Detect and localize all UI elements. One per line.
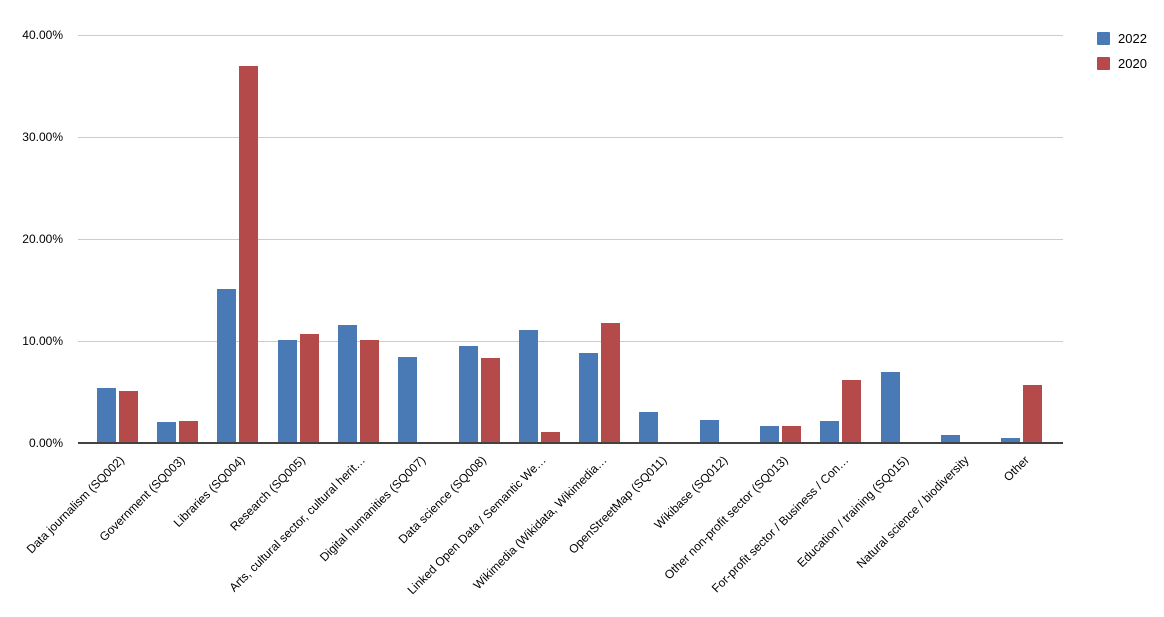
- bar-groups-row: Data journalism (SQ002) Government (SQ003…: [24, 35, 1052, 597]
- bar-2022[interactable]: [518, 329, 538, 443]
- bar-2022[interactable]: [1001, 437, 1021, 443]
- bar-pair: [820, 35, 862, 443]
- bar-2020[interactable]: [782, 425, 802, 443]
- y-tick-label: 10.00%: [22, 334, 63, 348]
- bar-2022[interactable]: [277, 339, 297, 443]
- bar-group: Linked Open Data / Semantic We…: [405, 35, 569, 597]
- y-tick-label: 40.00%: [22, 28, 63, 42]
- bar-group: Arts, cultural sector, cultural herit…: [227, 35, 388, 594]
- bar-pair: [880, 35, 922, 443]
- x-axis-label: Digital humanities (SQ007): [317, 453, 429, 565]
- bar-pair: [96, 35, 138, 443]
- y-tick-label: 30.00%: [22, 130, 63, 144]
- bar-pair: [398, 35, 439, 443]
- bar-pair: [458, 35, 500, 443]
- bar-2022[interactable]: [880, 371, 900, 443]
- bar-2022[interactable]: [760, 425, 780, 443]
- bar-group: Wikibase (SQ012): [651, 35, 750, 532]
- bar-group: Education / training (SQ015): [794, 35, 931, 570]
- bar-pair: [639, 35, 680, 443]
- bar-2020[interactable]: [299, 333, 319, 443]
- bar-pair: [156, 35, 198, 443]
- gridline: [78, 239, 1063, 240]
- bar-2020[interactable]: [540, 431, 560, 443]
- x-axis-label: Other non-profit sector (SQ013): [661, 453, 791, 583]
- plot-area: Data journalism (SQ002) Government (SQ003…: [24, 35, 1063, 597]
- x-axis-label: Education / training (SQ015): [794, 453, 912, 570]
- bar-2020[interactable]: [842, 379, 862, 443]
- bar-pair: [579, 35, 621, 443]
- legend-item-2020[interactable]: 2020: [1097, 56, 1147, 71]
- bar-group: Research (SQ005): [227, 35, 328, 534]
- gridline: [78, 137, 1063, 138]
- bar-pair: [941, 35, 982, 443]
- bar-group: Digital humanities (SQ007): [317, 35, 449, 564]
- bar-2022[interactable]: [156, 421, 176, 443]
- legend: 2022 2020: [1097, 31, 1147, 71]
- x-axis-label: OpenStreetMap (SQ011): [566, 453, 670, 557]
- bar-pair: [760, 35, 802, 443]
- bar-2022[interactable]: [699, 419, 719, 443]
- bar-group: Natural science / biodiversity: [854, 35, 991, 571]
- bar-group: OpenStreetMap (SQ011): [566, 35, 690, 557]
- x-axis-label: Natural science / biodiversity: [853, 453, 972, 571]
- bar-group: Data journalism (SQ002): [24, 35, 147, 556]
- bar-2022[interactable]: [820, 420, 840, 443]
- bar-pair: [699, 35, 741, 443]
- legend-label: 2020: [1118, 56, 1147, 71]
- bar-group: Data science (SQ008): [396, 35, 509, 546]
- bar-pair: [518, 35, 560, 443]
- bar-2020[interactable]: [118, 390, 138, 443]
- bar-pair: [277, 35, 319, 443]
- bar-group: Libraries (SQ004): [171, 35, 268, 530]
- legend-item-2022[interactable]: 2022: [1097, 31, 1147, 46]
- bar-pair: [217, 35, 259, 443]
- legend-swatch-icon: [1097, 57, 1110, 70]
- bar-2020[interactable]: [480, 358, 500, 443]
- gridline: [78, 35, 1063, 36]
- legend-label: 2022: [1118, 31, 1147, 46]
- bar-2022[interactable]: [96, 387, 116, 443]
- bar-2020[interactable]: [601, 322, 621, 443]
- bar-pair: [1001, 35, 1043, 443]
- x-axis-label: Data journalism (SQ002): [23, 453, 128, 557]
- bar-2020[interactable]: [178, 420, 198, 443]
- bar-group: Wikimedia (Wikidata, Wikimedia…: [470, 35, 630, 592]
- x-axis-line: [78, 442, 1063, 444]
- bar-2020[interactable]: [359, 339, 379, 443]
- bar-group: For-profit sector / Business / Con…: [708, 35, 871, 595]
- y-tick-label: 0.00%: [28, 436, 63, 450]
- bar-2020[interactable]: [1023, 384, 1043, 443]
- bar-2022[interactable]: [458, 346, 478, 443]
- bar-2020[interactable]: [239, 65, 259, 443]
- bar-2022[interactable]: [579, 353, 599, 443]
- bar-pair: [337, 35, 379, 443]
- bar-2022[interactable]: [398, 357, 418, 443]
- bar-group: Other: [992, 35, 1052, 484]
- y-tick-label: 20.00%: [22, 232, 63, 246]
- legend-swatch-icon: [1097, 32, 1110, 45]
- bar-2022[interactable]: [337, 324, 357, 443]
- bar-2022[interactable]: [941, 434, 961, 443]
- bar-2022[interactable]: [217, 288, 237, 443]
- bar-group: Other non-profit sector (SQ013): [661, 35, 810, 582]
- x-axis-label: Other: [1000, 453, 1032, 485]
- bar-2022[interactable]: [639, 412, 659, 443]
- bar-group: Government (SQ003): [96, 35, 207, 544]
- gridline: [78, 341, 1063, 342]
